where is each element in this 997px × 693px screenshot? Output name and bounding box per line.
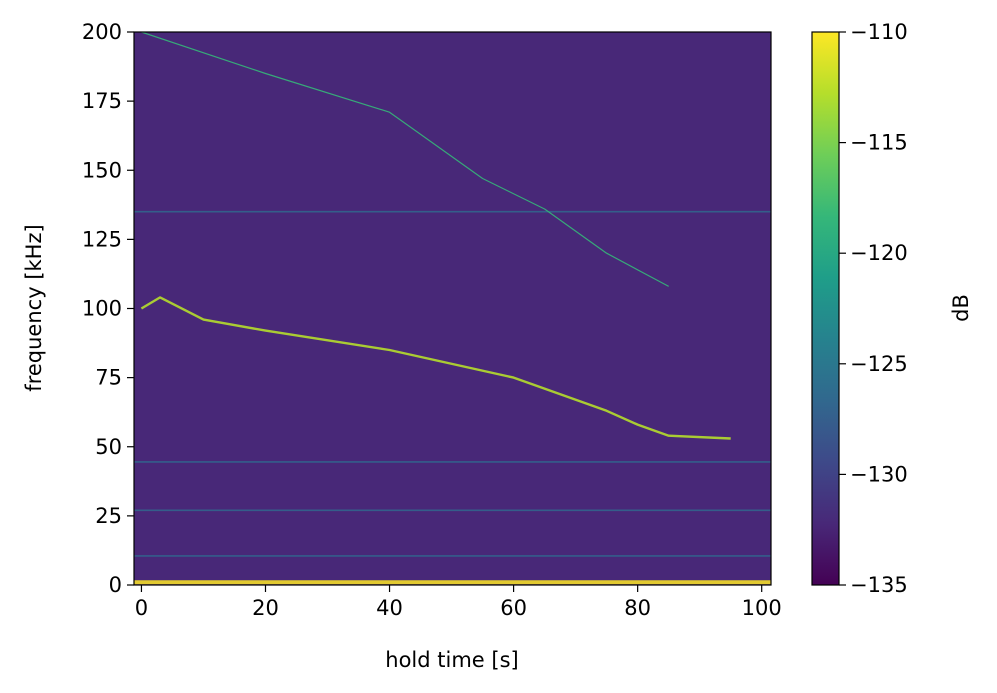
- colorbar-tick-label-4: −130: [850, 462, 908, 486]
- spectrogram-background: [134, 32, 771, 585]
- spectrogram-plot: [134, 32, 771, 585]
- x-tick-label-4: 80: [624, 596, 651, 620]
- sweep-line-6: [140, 296, 731, 440]
- colorbar: [811, 31, 840, 586]
- colorbar-tick-label-3: −125: [850, 352, 908, 376]
- colorbar-label: dB: [949, 294, 973, 322]
- x-tick-label-5: 100: [742, 596, 782, 620]
- colorbar-tick-label-2: −120: [850, 241, 908, 265]
- x-tick-label-3: 60: [500, 596, 527, 620]
- y-axis-label: frequency [kHz]: [22, 224, 46, 391]
- sweep-line-5: [141, 32, 669, 287]
- colorbar-axis: −110 −115 −120 −125 −130 −135: [839, 20, 908, 597]
- x-tick-label-0: 0: [135, 596, 148, 620]
- colorbar-tick-label-1: −115: [850, 131, 908, 155]
- y-tick-label-7: 175: [82, 89, 122, 113]
- y-tick-label-6: 150: [82, 158, 122, 182]
- y-tick-label-8: 200: [82, 20, 122, 44]
- y-tick-label-5: 125: [82, 227, 122, 251]
- x-axis-label: hold time [s]: [385, 648, 518, 672]
- x-tick-label-1: 20: [252, 596, 279, 620]
- x-tick-label-2: 40: [376, 596, 403, 620]
- y-axis: 0 25 50 75 100 125 150 175 200: [82, 20, 134, 597]
- x-axis: 0 20 40 60 80 100: [135, 585, 782, 620]
- y-tick-label-2: 50: [95, 435, 122, 459]
- y-tick-label-1: 25: [95, 504, 122, 528]
- y-tick-label-0: 0: [109, 573, 122, 597]
- colorbar-tick-label-0: −110: [850, 20, 908, 44]
- y-tick-label-3: 75: [95, 366, 122, 390]
- y-tick-label-4: 100: [82, 297, 122, 321]
- colorbar-tick-label-5: −135: [850, 573, 908, 597]
